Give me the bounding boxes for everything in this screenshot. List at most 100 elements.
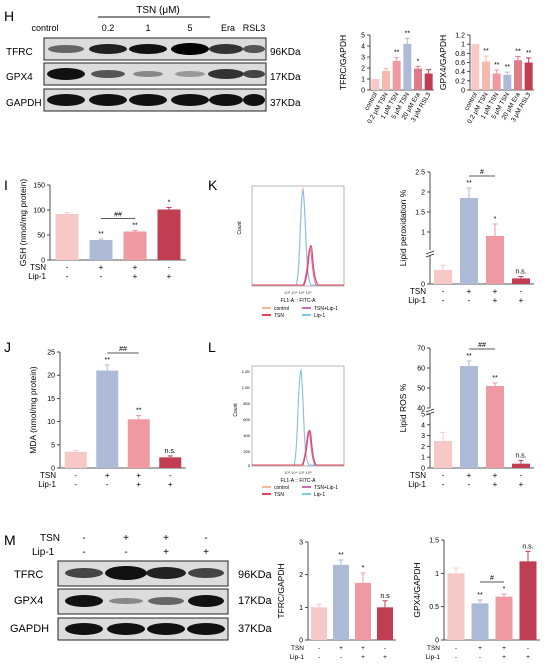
treatment-sign: +: [99, 263, 104, 272]
blot-h-kda-label: 37KDa: [270, 98, 301, 109]
treatment-label: Lip-1: [28, 272, 46, 281]
treatment-sign: +: [493, 287, 498, 296]
y-tick-label: 1.5: [415, 210, 425, 217]
flow-k-xlabel: FL1-A :: FITC-A: [280, 298, 316, 304]
bar: [486, 386, 504, 468]
y-tick-label: 15: [47, 396, 55, 403]
treatment-label: Lip-1: [408, 296, 426, 305]
blot-h-treatment-header: TSN (μM): [136, 5, 180, 16]
blot-h-lane-label: RSL3: [243, 23, 266, 33]
panel-label-l: L: [208, 339, 216, 355]
treatment-sign: -: [74, 480, 77, 489]
y-tick-label: 4: [421, 422, 425, 429]
treatment-sign: -: [442, 480, 445, 489]
flow-k-legend: TSN: [274, 313, 284, 319]
flow-l-ytick: 1.2K: [242, 369, 251, 374]
band: [109, 598, 143, 604]
bar: [460, 198, 478, 284]
blot-m-bands: [65, 566, 225, 635]
treatment-sign: -: [106, 480, 109, 489]
y-axis-label: MDA (nmol/mg protein): [28, 366, 38, 454]
blot-m-sign: -: [82, 547, 85, 558]
flow-k: Count 10³ 10⁴ 10⁵ 10⁶ FL1-A :: FITC-A co…: [237, 185, 345, 319]
bar: [492, 73, 501, 90]
treatment-sign: +: [361, 654, 365, 661]
flow-l-legend: control: [274, 485, 289, 491]
bar: [371, 79, 380, 90]
y-tick-label: 50: [37, 233, 45, 240]
panel-label-j: J: [4, 339, 11, 355]
axis-break-mark: [425, 250, 435, 255]
significance-label: **: [405, 30, 411, 37]
bar: [392, 60, 401, 90]
significance-label: **: [526, 50, 532, 57]
y-tick-label: 1: [421, 455, 425, 462]
treatment-sign: -: [468, 296, 471, 305]
bar: [434, 441, 452, 468]
y-tick-label: 1: [361, 77, 365, 84]
y-tick-label: 5: [51, 442, 55, 449]
band: [171, 94, 209, 106]
y-axis-label: TFRC/GAPDH: [338, 35, 348, 90]
treatment-sign: +: [526, 654, 530, 661]
treatment-sign: -: [479, 654, 481, 661]
bar: [424, 73, 433, 90]
treatment-sign: -: [468, 480, 471, 489]
significance-label: **: [466, 180, 472, 187]
y-tick-label: 1.2: [455, 33, 465, 40]
treatment-sign: -: [169, 471, 172, 480]
treatment-sign: +: [493, 480, 498, 489]
band: [89, 94, 127, 106]
significance-label: n.s.: [165, 448, 176, 455]
significance-label: **: [466, 353, 472, 360]
treatment-sign: +: [136, 480, 141, 489]
band: [48, 45, 84, 53]
bar: [460, 366, 478, 468]
blot-m-row-label: GPX4: [14, 595, 43, 607]
y-tick-label: 0: [361, 88, 365, 95]
significance-label: **: [338, 552, 344, 559]
blot-h-kda-label: 17KDa: [270, 72, 301, 83]
band: [105, 566, 147, 580]
y-tick-label: 0.8: [455, 51, 465, 58]
band: [107, 623, 145, 635]
y-tick-label: 100: [33, 208, 45, 215]
significance-label: n.s.: [522, 543, 533, 550]
y-tick-label: 0.6: [455, 60, 465, 67]
y-axis-label: GPX4/GAPDH: [412, 562, 422, 617]
significance-label: **: [483, 48, 489, 55]
flow-k-xticks: 10³ 10⁴ 10⁵ 10⁶: [284, 290, 312, 295]
treatment-label: TSN: [291, 645, 304, 652]
band: [65, 595, 103, 607]
significance-label: **: [477, 592, 483, 599]
band: [133, 71, 163, 77]
band: [243, 70, 265, 78]
y-axis-label: Lipid peroxidation %: [398, 189, 408, 266]
treatment-label: Lip-1: [408, 480, 426, 489]
treatment-label: Lip-1: [38, 480, 56, 489]
y-tick-label: 1: [299, 605, 303, 612]
flow-l-plot: [251, 365, 345, 467]
significance-label: **: [394, 50, 400, 57]
y-tick-label: 3: [361, 55, 365, 62]
treatment-sign: +: [168, 480, 173, 489]
flow-l-curve-tsnlip1: [252, 430, 344, 466]
y-tick-label: 10: [47, 419, 55, 426]
bar: [96, 370, 119, 468]
y-tick-label: 0: [421, 466, 425, 473]
bar: [482, 61, 490, 90]
y-tick-label: 0: [461, 88, 465, 95]
blot-m: TSN Lip-1 - + + - - - + + TFRC GPX4 GAPD…: [10, 533, 273, 641]
flow-l-ytick: 200: [243, 449, 250, 454]
blot-m-kda-label: 96KDa: [238, 569, 273, 581]
bar: [159, 457, 182, 468]
blot-m-sign: +: [203, 547, 209, 558]
axis-break: [427, 408, 433, 414]
y-tick-label: 5: [361, 33, 365, 40]
